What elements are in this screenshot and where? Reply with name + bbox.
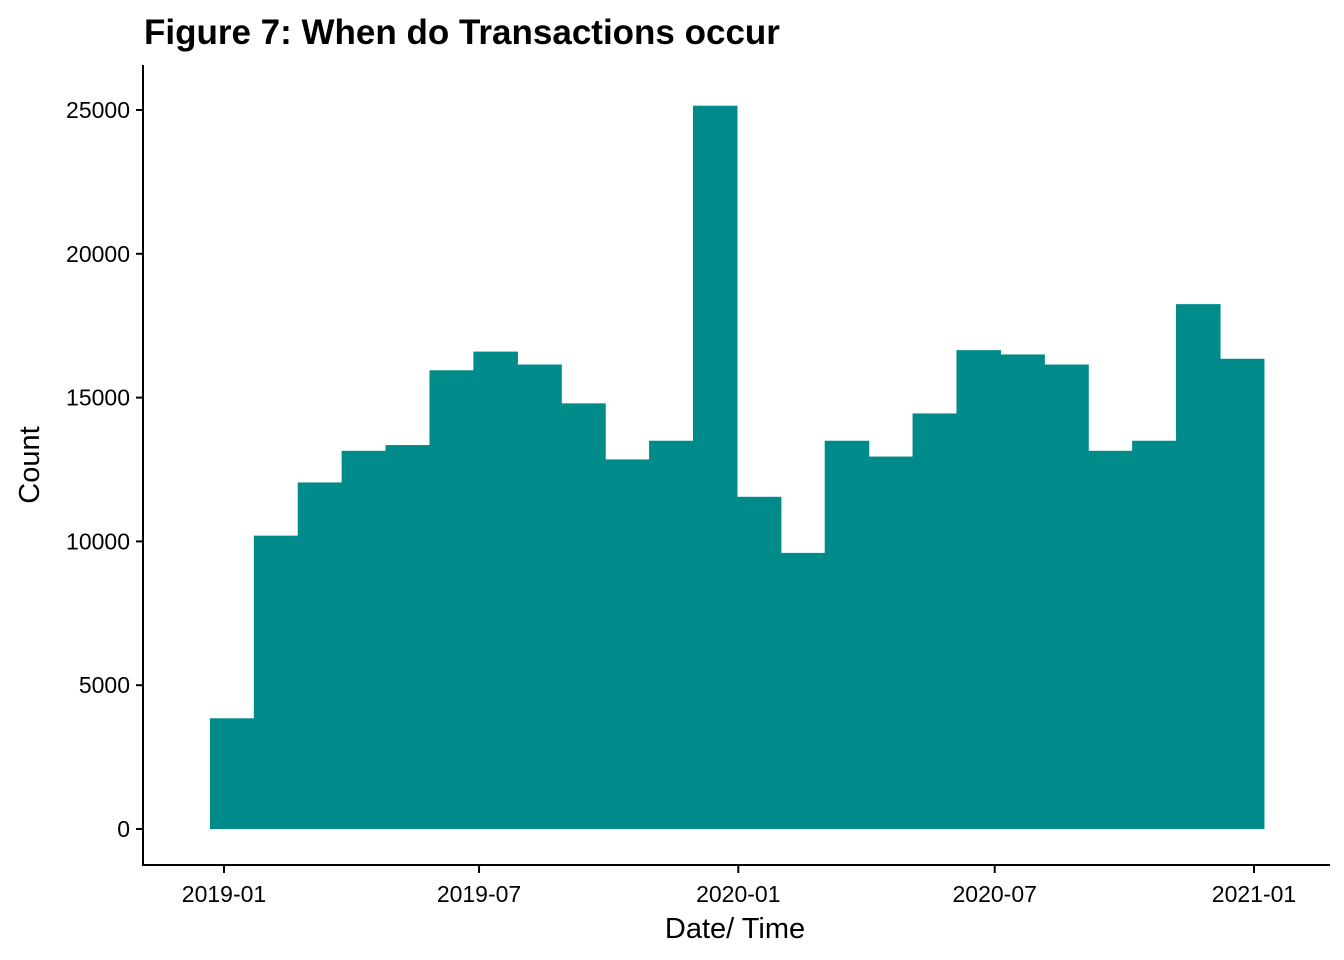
y-tick-label: 0 <box>117 816 130 842</box>
histogram-bar <box>649 440 694 829</box>
y-tick-label: 10000 <box>66 528 130 554</box>
histogram-bar <box>1088 450 1133 829</box>
x-tick-label: 2020-01 <box>696 881 780 907</box>
y-tick-label: 15000 <box>66 385 130 411</box>
histogram-bar <box>780 552 826 829</box>
bars <box>209 105 1265 829</box>
histogram-bar <box>1132 440 1177 829</box>
histogram-bar <box>912 413 958 829</box>
y-tick-label: 20000 <box>66 241 130 267</box>
histogram-bar <box>1219 358 1265 829</box>
histogram-bar <box>561 403 606 829</box>
y-tick-label: 25000 <box>66 97 130 123</box>
x-tick-label: 2019-01 <box>182 881 266 907</box>
histogram-bar <box>605 459 650 829</box>
y-axis-label: Count <box>14 426 46 503</box>
x-axis-label: Date/ Time <box>665 913 805 945</box>
histogram-bar <box>1044 364 1089 829</box>
histogram-bar <box>341 450 387 829</box>
histogram-bar <box>692 105 738 829</box>
histogram-bar <box>868 456 914 829</box>
y-ticks: 0 5000 10000 15000 20000 25000 <box>66 97 143 842</box>
histogram-bar <box>956 350 1001 829</box>
histogram-bar <box>517 364 562 829</box>
histogram-bar <box>209 718 255 829</box>
x-tick-label: 2020-07 <box>953 881 1037 907</box>
histogram-bar <box>253 535 299 829</box>
histogram-bar <box>473 351 518 829</box>
histogram-bar <box>385 445 431 829</box>
x-tick-label: 2019-07 <box>437 881 521 907</box>
histogram-bar <box>1000 354 1045 829</box>
x-ticks: 2019-01 2019-07 2020-01 2020-07 2021-01 <box>182 866 1296 907</box>
histogram-bar <box>297 482 343 829</box>
histogram-bar <box>429 370 474 829</box>
histogram-bar <box>736 496 782 829</box>
y-tick-label: 5000 <box>79 672 130 698</box>
x-tick-label: 2021-01 <box>1212 881 1296 907</box>
chart-title: Figure 7: When do Transactions occur <box>144 13 780 52</box>
histogram-bar <box>1176 304 1221 829</box>
histogram-bar <box>824 440 870 829</box>
